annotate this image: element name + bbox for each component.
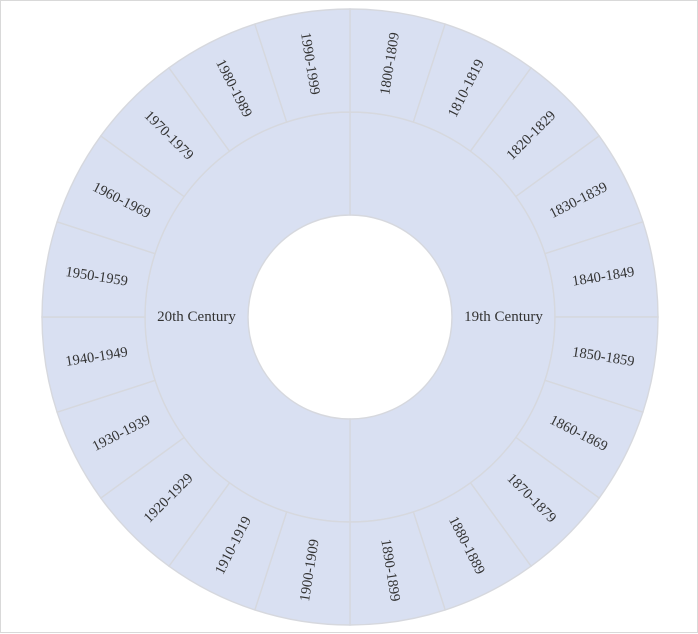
label-19th-century: 19th Century — [464, 309, 543, 325]
outer-ring — [41, 8, 659, 626]
label-20th-century: 20th Century — [157, 309, 236, 325]
inner-ring — [144, 111, 556, 523]
segment-1990-1999[interactable] — [253, 8, 351, 123]
